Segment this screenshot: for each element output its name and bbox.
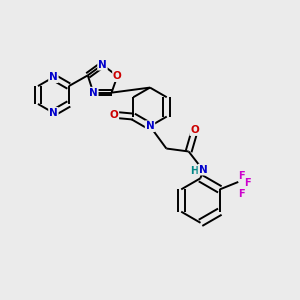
Text: N: N bbox=[49, 108, 58, 118]
Text: H: H bbox=[190, 166, 199, 176]
Text: N: N bbox=[98, 60, 107, 70]
Text: F: F bbox=[238, 189, 245, 200]
Text: N: N bbox=[89, 88, 98, 98]
Text: O: O bbox=[113, 71, 122, 81]
Text: O: O bbox=[190, 125, 199, 135]
Text: N: N bbox=[199, 165, 207, 175]
Text: F: F bbox=[238, 171, 245, 181]
Text: O: O bbox=[110, 110, 118, 120]
Text: F: F bbox=[244, 178, 251, 188]
Text: N: N bbox=[49, 72, 58, 82]
Text: N: N bbox=[146, 121, 154, 131]
